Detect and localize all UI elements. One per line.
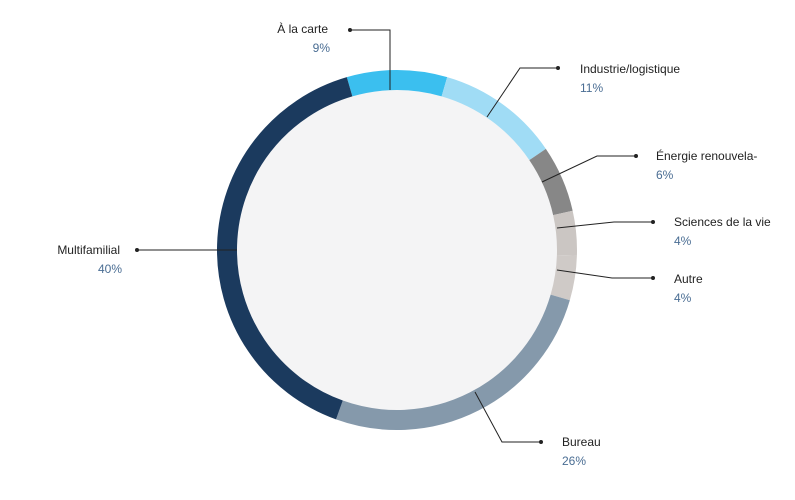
leader-line	[486, 67, 558, 118]
leader-dot	[539, 440, 543, 444]
leader-dot	[651, 276, 655, 280]
leader-line	[350, 29, 391, 90]
donut-segment	[441, 77, 546, 161]
leader-dot	[556, 66, 560, 70]
leader-line	[556, 221, 653, 229]
category-label: Industrie/logistique	[580, 62, 680, 76]
leader-dot	[651, 220, 655, 224]
value-label: 9%	[313, 41, 331, 55]
donut-segment	[550, 254, 577, 301]
leader-line	[556, 269, 653, 279]
category-label: Autre	[674, 272, 703, 286]
value-label: 40%	[98, 262, 122, 276]
value-label: 6%	[656, 168, 674, 182]
leader-dot	[634, 154, 638, 158]
donut-segment	[346, 70, 448, 97]
category-label: À la carte	[277, 21, 328, 36]
category-label: Multifamilial	[57, 243, 120, 257]
category-label: Bureau	[562, 435, 601, 449]
donut-segment	[553, 210, 577, 256]
donut-segment	[336, 294, 570, 430]
leader-line	[541, 155, 636, 183]
donut-hole	[235, 88, 559, 412]
value-label: 4%	[674, 234, 692, 248]
leader-dot	[348, 28, 352, 32]
value-label: 4%	[674, 291, 692, 305]
donut-segment	[529, 148, 573, 216]
category-label: Énergie renouvela-	[656, 148, 757, 163]
leader-dot	[135, 248, 139, 252]
donut-segment	[217, 77, 353, 420]
leader-line	[474, 391, 541, 443]
category-label: Sciences de la vie	[674, 215, 771, 229]
value-label: 11%	[580, 81, 603, 95]
value-label: 26%	[562, 454, 586, 468]
